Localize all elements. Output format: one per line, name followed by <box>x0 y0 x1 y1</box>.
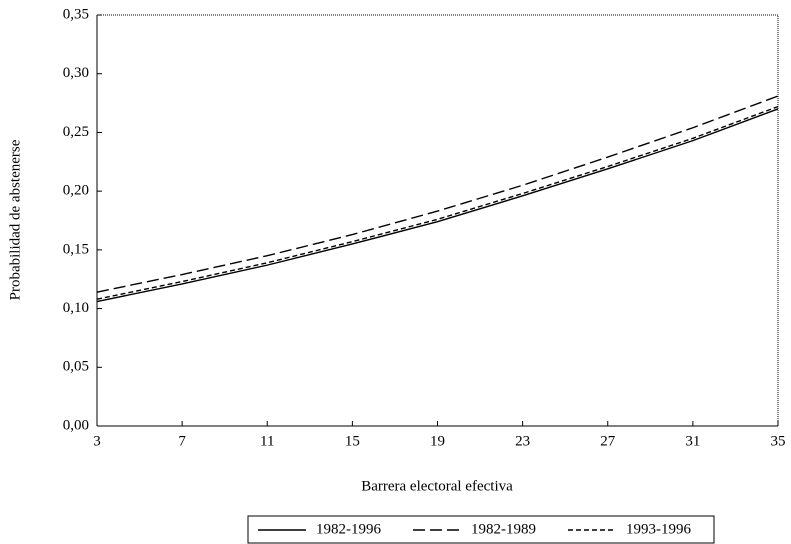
x-tick-label: 23 <box>515 433 530 449</box>
x-tick-label: 27 <box>600 433 616 449</box>
plot-frame <box>96 14 779 427</box>
x-axis-title: Barrera electoral efectiva <box>361 478 513 494</box>
x-tick-label: 11 <box>260 433 274 449</box>
x-tick-label: 35 <box>771 433 786 449</box>
series-line <box>96 95 779 293</box>
y-tick-label: 0,00 <box>63 417 89 433</box>
y-tick-label: 0,20 <box>63 183 89 199</box>
y-tick-label: 0,25 <box>63 124 89 140</box>
y-tick-label: 0,10 <box>63 300 89 316</box>
x-tick-label: 31 <box>685 433 700 449</box>
y-axis-title: Probabilidad de abstenerse <box>7 139 23 300</box>
x-tick-label: 19 <box>430 433 445 449</box>
series-line <box>96 105 779 300</box>
y-tick-label: 0,15 <box>63 241 89 257</box>
x-tick-label: 7 <box>178 433 186 449</box>
series-line <box>96 108 779 303</box>
y-tick-label: 0,05 <box>63 359 89 375</box>
y-tick-label: 0,30 <box>63 65 89 81</box>
legend-label: 1993-1996 <box>626 521 691 537</box>
legend-label: 1982-1989 <box>471 521 536 537</box>
x-tick-label: 15 <box>345 433 360 449</box>
legend-box <box>247 515 715 544</box>
legend-label: 1982-1996 <box>316 521 381 537</box>
y-tick-label: 0,35 <box>63 6 89 22</box>
x-tick-label: 3 <box>93 433 101 449</box>
